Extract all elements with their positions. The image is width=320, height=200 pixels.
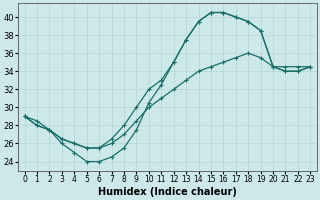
X-axis label: Humidex (Indice chaleur): Humidex (Indice chaleur) — [98, 187, 237, 197]
